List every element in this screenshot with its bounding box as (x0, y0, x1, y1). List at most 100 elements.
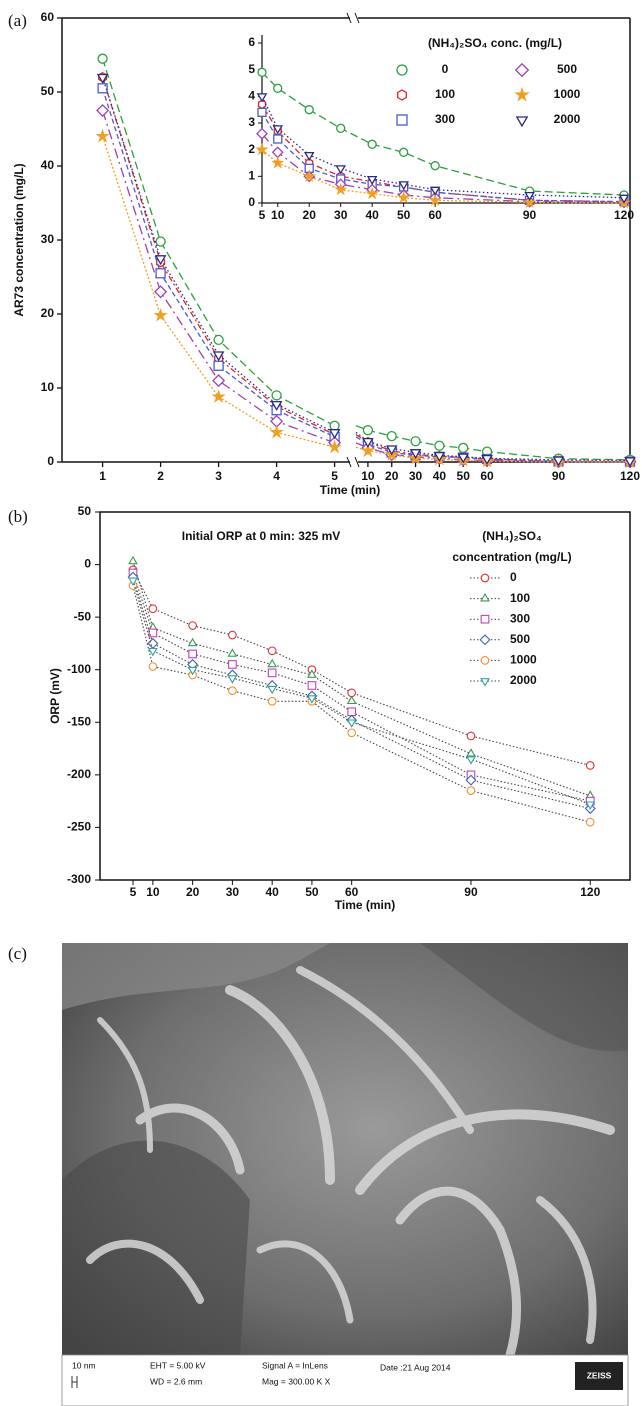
y-tick-label: -150 (67, 714, 91, 728)
legend-label: 500 (510, 632, 530, 646)
data-point (213, 360, 224, 371)
data-point (267, 668, 277, 678)
data-point (327, 439, 342, 454)
data-point (96, 73, 109, 84)
data-point (188, 621, 197, 630)
y-tick-label: 0 (84, 557, 91, 571)
data-point (362, 425, 374, 436)
legend-label: 100 (435, 87, 455, 101)
data-point (270, 400, 283, 411)
data-point (267, 696, 277, 706)
y-axis-label: ORP (mV) (48, 668, 62, 724)
data-point (128, 577, 138, 587)
x-tick-label: 40 (265, 885, 279, 899)
axis-break (346, 12, 352, 24)
data-point (148, 628, 158, 638)
legend-label: 2000 (510, 673, 537, 687)
data-point (346, 719, 357, 728)
inset-data-point (272, 125, 284, 135)
inset-data-point (618, 194, 630, 204)
inset-y-tick-label: 0 (248, 195, 255, 209)
legend-marker (396, 114, 408, 126)
x-tick-label: 50 (305, 885, 319, 899)
legend-label: 0 (442, 62, 449, 76)
data-point (228, 630, 237, 640)
inset-data-point (304, 105, 314, 115)
x-tick-label: 120 (580, 885, 600, 899)
x-tick-label: 1 (99, 469, 106, 483)
inset-x-tick-label: 120 (614, 208, 634, 222)
y-tick-label: 20 (41, 306, 55, 320)
data-point (212, 374, 226, 388)
data-point (155, 268, 166, 279)
inset-data-point (398, 181, 409, 191)
data-point (328, 429, 341, 440)
inset-data-point (302, 169, 316, 182)
data-point (466, 756, 476, 765)
x-tick-label: 10 (146, 885, 160, 899)
x-tick-label: 20 (186, 885, 200, 899)
x-tick-label: 90 (552, 469, 566, 483)
inset-data-point (257, 67, 267, 77)
legend-marker (479, 634, 491, 646)
data-point (585, 801, 596, 811)
data-point (154, 255, 167, 266)
legend-label: 1000 (510, 653, 537, 667)
inset-data-point (255, 142, 269, 156)
legend-title: (NH₄)₂SO₄ conc. (mg/L) (428, 36, 562, 50)
y-tick-label: 50 (78, 504, 92, 518)
y-tick-label: -250 (67, 820, 91, 834)
legend-marker (480, 592, 490, 602)
fit-curve (101, 88, 335, 438)
legend-marker (480, 614, 490, 624)
legend-label: 300 (510, 611, 530, 625)
inset-data-point (430, 161, 440, 171)
x-tick-label: 90 (464, 885, 478, 899)
data-point (385, 445, 398, 456)
x-tick-label: 20 (385, 469, 399, 483)
legend-label: 100 (510, 591, 530, 605)
data-point (213, 334, 224, 346)
x-tick-label: 5 (130, 885, 137, 899)
legend-marker (480, 678, 490, 687)
data-point (96, 103, 110, 118)
x-tick-label: 60 (480, 469, 494, 483)
inset-x-tick-label: 40 (365, 208, 379, 222)
y-tick-label: 50 (41, 84, 55, 98)
inset-data-point (273, 134, 283, 144)
data-point (267, 685, 278, 695)
data-point (271, 390, 282, 401)
data-point (227, 675, 238, 684)
inset-data-point (335, 165, 347, 175)
data-point (187, 637, 198, 647)
x-tick-label: 120 (620, 469, 640, 483)
data-point (458, 442, 469, 454)
data-point (148, 662, 158, 671)
legend-marker (480, 573, 490, 583)
x-tick-label: 30 (226, 885, 240, 899)
data-point (386, 430, 397, 442)
inset-y-tick-label: 1 (248, 169, 255, 183)
data-point (585, 817, 595, 827)
data-point (347, 688, 357, 698)
data-point (211, 389, 226, 403)
inset-data-point (256, 127, 268, 140)
data-point (552, 456, 565, 467)
legend-label: 500 (557, 62, 577, 76)
data-point (347, 707, 357, 717)
inset-x-tick-label: 10 (271, 208, 285, 222)
series-line (132, 580, 591, 805)
y-tick-label: -200 (67, 767, 91, 781)
y-tick-label: -100 (67, 662, 91, 676)
inset-x-tick-label: 30 (334, 208, 348, 222)
data-point (347, 728, 357, 738)
sem-date: Date :21 Aug 2014 (380, 1362, 451, 1372)
inset-data-point (366, 175, 378, 186)
data-point (147, 647, 158, 657)
data-point (434, 440, 445, 451)
inset-y-tick-label: 4 (248, 89, 255, 103)
data-point (128, 555, 138, 565)
inset-data-point (334, 182, 348, 196)
inset-data-point (428, 193, 442, 206)
fit-curve (101, 77, 335, 436)
